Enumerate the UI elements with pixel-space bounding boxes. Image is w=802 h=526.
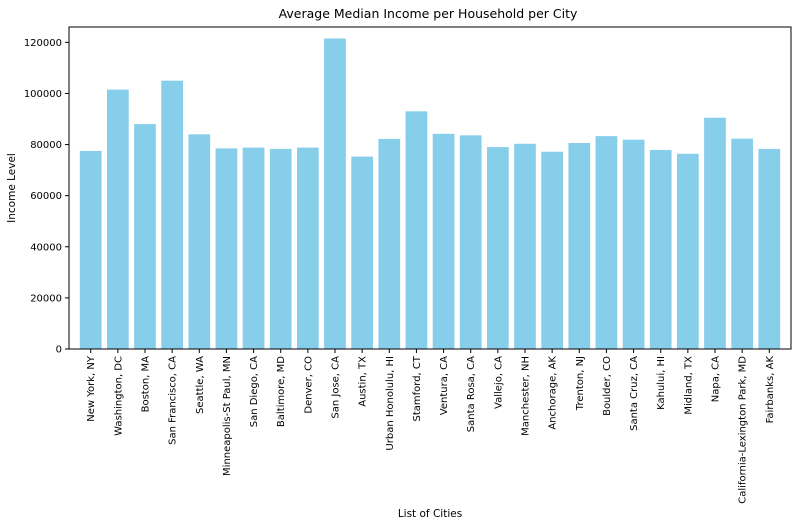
bars-group: [79, 38, 781, 350]
x-tick-label-24: California-Lexington Park, MD: [738, 356, 749, 504]
x-tick-label-10: Austin, TX: [358, 356, 369, 407]
x-tick-label-17: Anchorage, AK: [548, 356, 559, 430]
x-axis-label: List of Cities: [398, 508, 462, 520]
bar-14: [459, 135, 482, 349]
y-tick-label-6: 120000: [24, 38, 62, 49]
bar-23: [704, 117, 726, 349]
x-tick-label-1: Washington, DC: [113, 356, 124, 436]
bar-16: [514, 143, 536, 349]
y-tick-label-4: 80000: [30, 140, 62, 151]
y-tick-label-2: 40000: [30, 242, 62, 253]
y-axis-label: Income Level: [6, 153, 18, 223]
x-tick-label-14: Santa Rosa, CA: [466, 356, 477, 432]
bar-7: [269, 148, 292, 349]
x-tick-label-22: Midland, TX: [683, 356, 694, 415]
bar-1: [107, 89, 129, 350]
bar-15: [487, 147, 509, 349]
bar-4: [188, 134, 211, 349]
x-tick-label-18: Trenton, NJ: [575, 356, 586, 411]
bar-5: [215, 148, 238, 349]
x-tick-label-8: Denver, CO: [303, 356, 314, 414]
x-axis: New York, NY Washington, DC Boston, MA San …: [86, 349, 776, 504]
bar-25: [758, 148, 781, 349]
bar-6: [242, 147, 265, 349]
x-tick-label-21: Kahului, HI: [656, 356, 667, 410]
x-tick-label-3: San Francisco, CA: [168, 356, 179, 445]
bar-20: [622, 139, 645, 349]
x-tick-label-9: San Jose, CA: [331, 356, 342, 419]
x-tick-label-25: Fairbanks, AK: [765, 356, 776, 424]
x-tick-label-2: Boston, MA: [141, 356, 152, 413]
bar-13: [432, 133, 455, 349]
y-tick-label-1: 20000: [30, 293, 62, 304]
bar-10: [351, 156, 373, 349]
bar-8: [297, 147, 319, 349]
y-tick-label-5: 100000: [24, 89, 62, 100]
x-tick-label-5: Minneapolis-St Paul, MN: [222, 356, 233, 476]
x-tick-label-15: Vallejo, CA: [493, 356, 504, 409]
x-tick-label-6: San Diego, CA: [249, 356, 260, 427]
bar-0: [79, 150, 102, 349]
x-tick-label-19: Boulder, CO: [602, 356, 613, 416]
bar-18: [568, 143, 591, 349]
bar-22: [677, 153, 699, 349]
x-tick-label-12: Stamford, CT: [412, 355, 423, 421]
bar-12: [405, 111, 428, 349]
bar-17: [541, 151, 563, 349]
bar-11: [378, 138, 401, 349]
x-tick-label-0: New York, NY: [86, 355, 97, 422]
x-tick-label-20: Santa Cruz, CA: [629, 356, 640, 431]
plot-area-frame: [68, 26, 792, 350]
x-tick-label-13: Ventura, CA: [439, 356, 450, 415]
x-tick-label-16: Manchester, NH: [521, 356, 532, 436]
bar-24: [731, 138, 753, 349]
y-axis: 0 20000 40000 60000 80000 100000 120000: [24, 38, 69, 356]
chart-title: Average Median Income per Household per …: [279, 6, 578, 21]
bar-19: [595, 136, 618, 349]
bar-21: [649, 149, 672, 349]
x-tick-label-23: Napa, CA: [711, 356, 722, 402]
x-tick-label-4: Seattle, WA: [195, 356, 206, 414]
y-tick-label-3: 60000: [30, 191, 62, 202]
bar-2: [134, 124, 156, 349]
y-tick-label-0: 0: [56, 345, 62, 356]
bar-3: [161, 80, 183, 350]
bar-9: [324, 38, 346, 349]
x-tick-label-7: Baltimore, MD: [276, 356, 287, 427]
x-tick-label-11: Urban Honolulu, HI: [385, 356, 396, 451]
